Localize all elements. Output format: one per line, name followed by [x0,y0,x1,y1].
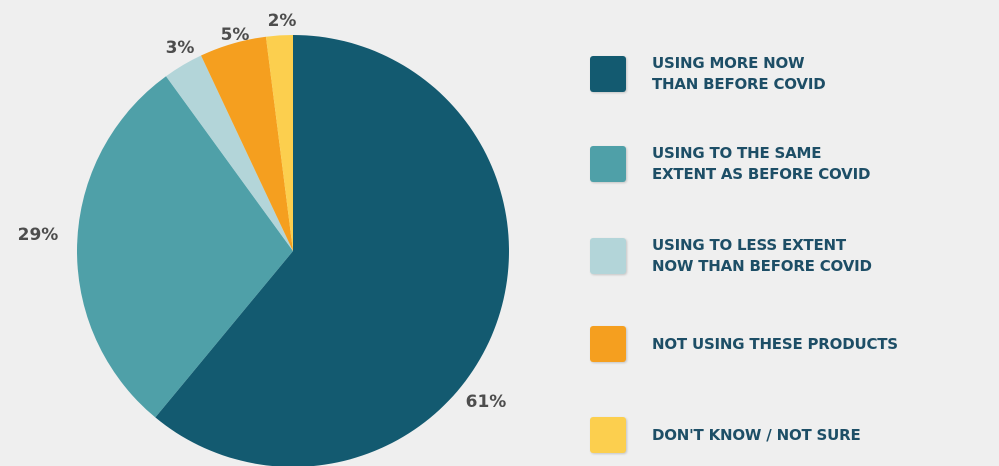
slice-value-label-less-extent: 3% [166,38,195,58]
legend-swatch-not-using [590,326,626,362]
legend-label-less-extent: USING TO LESS EXTENT NOW THAN BEFORE COV… [652,236,872,275]
legend-label-using-more: USING MORE NOW THAN BEFORE COVID [652,54,826,93]
pie-value-labels: 61% 29% 3% 5% 2% [18,11,507,412]
pie-slice-not-using [201,36,293,252]
slice-value-label-same-extent: 29% [18,225,59,245]
legend-item-less-extent: USING TO LESS EXTENT NOW THAN BEFORE COV… [590,235,872,277]
pie-slice-using-more [155,35,509,466]
pie-slice-less-extent [166,55,293,251]
slice-value-label-dont-know: 2% [268,11,297,31]
pie-slice-dont-know [265,35,293,251]
pie-slices [76,35,509,466]
legend-swatch-less-extent [590,238,626,274]
legend-label-not-using: NOT USING THESE PRODUCTS [652,334,898,353]
legend-label-same-extent: USING TO THE SAME EXTENT AS BEFORE COVID [652,144,871,183]
chart-legend: USING MORE NOW THAN BEFORE COVID USING T… [590,0,995,466]
legend-swatch-same-extent [590,146,626,182]
pie-chart-plot: 61% 29% 3% 5% 2% [18,11,509,466]
legend-swatch-using-more [590,56,626,92]
legend-item-not-using: NOT USING THESE PRODUCTS [590,326,898,362]
legend-item-using-more: USING MORE NOW THAN BEFORE COVID [590,53,826,95]
legend-swatch-dont-know [590,417,626,453]
legend-label-dont-know: DON'T KNOW / NOT SURE [652,425,861,444]
pie-slice-same-extent [76,76,293,418]
slice-value-label-using-more: 61% [466,392,507,412]
legend-item-same-extent: USING TO THE SAME EXTENT AS BEFORE COVID [590,143,870,185]
slice-value-label-not-using: 5% [221,25,250,45]
legend-item-dont-know: DON'T KNOW / NOT SURE [590,417,861,453]
